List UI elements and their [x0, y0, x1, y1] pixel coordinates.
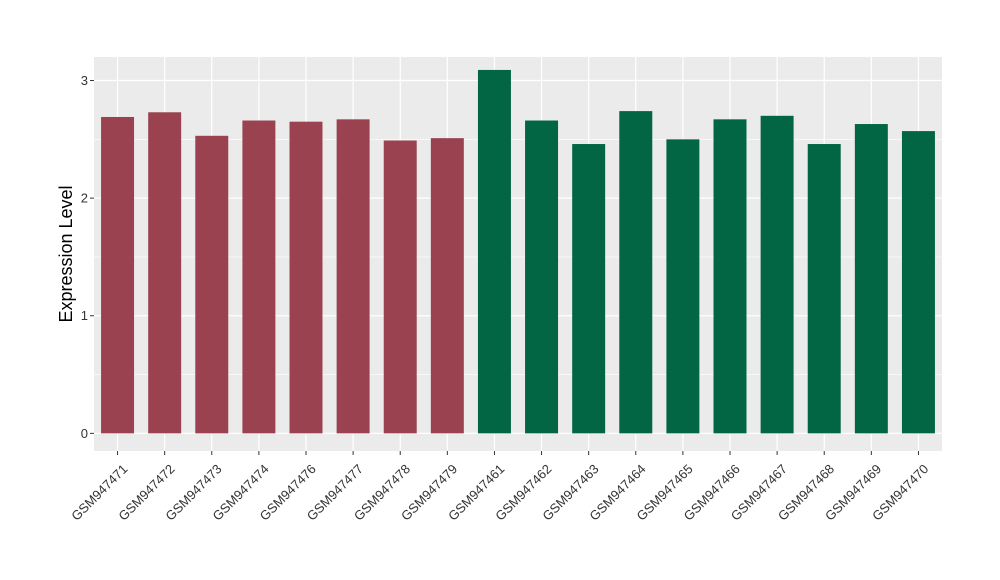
bar — [242, 120, 276, 434]
bar — [148, 112, 182, 434]
y-axis: 0 1 2 3 — [81, 73, 94, 441]
bars — [101, 69, 935, 434]
bar — [666, 139, 700, 434]
bar — [807, 144, 841, 434]
bar — [477, 69, 511, 434]
bar — [195, 135, 229, 434]
bar — [760, 115, 794, 434]
bar — [713, 119, 747, 434]
bar — [525, 120, 559, 434]
y-tick-label: 2 — [81, 191, 88, 206]
y-axis-title: Expression Level — [56, 185, 76, 322]
bar — [619, 111, 653, 434]
y-tick-label: 3 — [81, 73, 88, 88]
bar — [901, 131, 935, 434]
bar — [101, 116, 135, 434]
y-tick-label: 1 — [81, 308, 88, 323]
bar — [854, 124, 888, 434]
plot-panel — [94, 57, 942, 451]
bar — [289, 121, 323, 434]
bar — [383, 140, 417, 434]
bar — [430, 138, 464, 434]
x-axis: GSM947471GSM947472GSM947473GSM947474GSM9… — [68, 451, 931, 524]
y-tick-label: 0 — [81, 426, 88, 441]
bar — [336, 119, 370, 434]
bar — [572, 144, 606, 434]
